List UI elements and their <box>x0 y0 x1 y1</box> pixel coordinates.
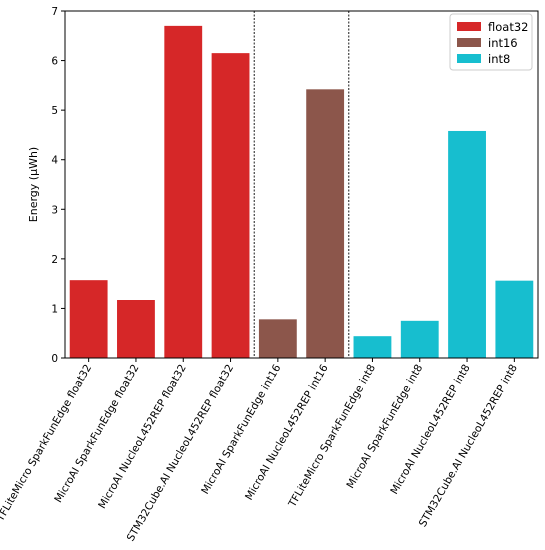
y-tick-label: 3 <box>51 204 58 216</box>
plot-area: 0 1 2 3 4 5 6 7 TFLiteMicro SparkFunEdge float32… <box>0 6 539 544</box>
legend-label-float32: float32 <box>488 20 528 34</box>
x-tick-label: TFLiteMicro SparkFunEdge float32 <box>0 363 94 525</box>
y-tick-label: 6 <box>51 56 58 68</box>
y-tick-label: 5 <box>51 105 58 117</box>
x-tick-label: STM32Cube.AI NucleoL452REP int8 <box>417 363 520 530</box>
y-axis-label: Energy (μWh) <box>27 147 40 222</box>
legend-label-int8: int8 <box>488 52 510 66</box>
y-tick-label: 4 <box>51 155 58 167</box>
x-tick-label: STM32Cube.AI NucleoL452REP float32 <box>125 363 236 544</box>
legend-swatch-float32 <box>457 22 481 31</box>
x-tick-label: MicroAI SparkFunEdge int16 <box>199 362 283 496</box>
bar-6 <box>306 89 345 358</box>
bar-3 <box>164 25 203 358</box>
x-tick-label: MicroAI NucleoL452REP int8 <box>388 363 472 497</box>
x-tick-label: TFLiteMicro SparkFunEdge int8 <box>286 363 378 511</box>
bar-4 <box>211 53 250 359</box>
axes-frame <box>64 10 539 359</box>
x-tick-label: MicroAI NucleoL452REP int16 <box>243 362 331 502</box>
x-tick-label: MicroAI SparkFunEdge float32 <box>52 363 141 505</box>
bar-8 <box>400 320 439 358</box>
bar-7 <box>353 336 392 358</box>
bar-5 <box>258 319 297 358</box>
y-tick-label: 7 <box>51 6 58 18</box>
bar-1 <box>69 280 108 358</box>
legend-label-int16: int16 <box>488 36 518 50</box>
bar-2 <box>117 300 155 358</box>
y-tick-label: 2 <box>51 254 58 266</box>
x-tick-label: MicroAI NucleoL452REP float32 <box>96 363 189 511</box>
legend: float32 int16 int8 <box>449 13 533 71</box>
y-tick-label: 1 <box>51 303 58 315</box>
legend-swatch-int16 <box>457 38 481 47</box>
bar-9 <box>448 130 486 358</box>
y-tick-label: 0 <box>51 353 58 365</box>
bar-10 <box>495 280 534 358</box>
legend-swatch-int8 <box>457 54 481 63</box>
